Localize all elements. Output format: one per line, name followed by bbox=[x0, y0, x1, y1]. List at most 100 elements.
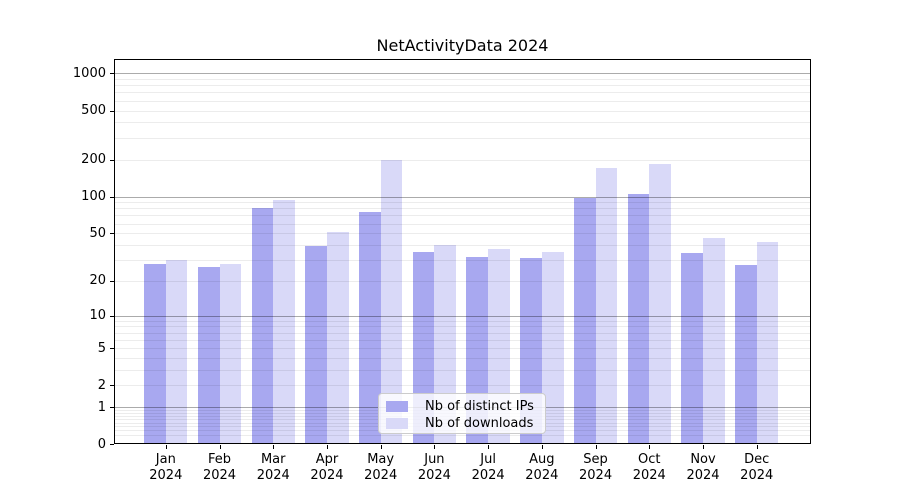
x-tick-mark bbox=[595, 445, 597, 450]
y-tick-label: 200 bbox=[81, 152, 106, 168]
minor-gridline bbox=[114, 208, 811, 210]
bar-nb-of-downloads-mar-2024 bbox=[273, 199, 295, 445]
minor-gridline bbox=[114, 348, 811, 350]
x-tick-label: Nov 2024 bbox=[686, 451, 720, 483]
bar-nb-of-distinct-ips-nov-2024 bbox=[681, 253, 703, 445]
x-tick-mark bbox=[273, 445, 275, 450]
bar-nb-of-distinct-ips-jan-2024 bbox=[144, 263, 166, 445]
y-tick-mark bbox=[110, 73, 114, 75]
legend-label: Nb of distinct IPs bbox=[425, 398, 534, 414]
y-tick-label: 5 bbox=[97, 340, 106, 356]
x-tick-mark bbox=[380, 445, 382, 450]
minor-gridline bbox=[114, 369, 811, 371]
legend-swatch-downloads bbox=[386, 417, 408, 429]
bar-nb-of-distinct-ips-may-2024 bbox=[358, 211, 381, 445]
minor-gridline bbox=[114, 244, 811, 246]
minor-gridline bbox=[114, 137, 811, 139]
bar-nb-of-downloads-aug-2024 bbox=[541, 251, 564, 445]
x-tick-mark bbox=[326, 445, 328, 450]
bar-nb-of-downloads-jan-2024 bbox=[165, 259, 188, 445]
y-tick-label: 100 bbox=[81, 189, 106, 205]
y-tick-label: 20 bbox=[89, 273, 106, 289]
y-tick-mark bbox=[110, 407, 114, 409]
x-tick-label: Feb 2024 bbox=[202, 451, 237, 483]
major-gridline bbox=[114, 73, 811, 75]
x-tick-label: Jan 2024 bbox=[149, 451, 183, 483]
legend: Nb of distinct IPs Nb of downloads bbox=[378, 393, 546, 434]
legend-item-distinct-ips: Nb of distinct IPs bbox=[379, 398, 534, 414]
bar-nb-of-distinct-ips-sep-2024 bbox=[573, 197, 596, 445]
major-gridline bbox=[114, 196, 811, 198]
minor-gridline bbox=[114, 339, 811, 341]
y-tick-label: 10 bbox=[89, 308, 106, 324]
y-tick-mark bbox=[110, 159, 114, 161]
minor-gridline bbox=[114, 326, 811, 328]
minor-gridline bbox=[114, 434, 811, 436]
bar-nb-of-downloads-sep-2024 bbox=[595, 167, 618, 445]
y-tick-mark bbox=[110, 196, 114, 198]
bar-nb-of-downloads-dec-2024 bbox=[756, 242, 779, 445]
bar-nb-of-distinct-ips-mar-2024 bbox=[251, 207, 274, 445]
y-tick-mark bbox=[110, 385, 114, 387]
minor-gridline bbox=[114, 320, 811, 322]
y-tick-label: 0 bbox=[97, 436, 106, 452]
minor-gridline bbox=[114, 122, 811, 124]
bar-nb-of-distinct-ips-dec-2024 bbox=[735, 265, 757, 445]
x-tick-label: Jun 2024 bbox=[417, 451, 451, 483]
minor-gridline bbox=[114, 159, 811, 161]
y-tick-label: 2 bbox=[97, 377, 106, 393]
bar-nb-of-downloads-may-2024 bbox=[380, 160, 403, 445]
minor-gridline bbox=[114, 223, 811, 225]
y-tick-mark bbox=[110, 444, 114, 446]
y-tick-label: 1000 bbox=[72, 65, 106, 81]
legend-item-downloads: Nb of downloads bbox=[379, 415, 533, 431]
x-tick-mark bbox=[649, 445, 651, 450]
minor-gridline bbox=[114, 79, 811, 81]
bar-nb-of-distinct-ips-oct-2024 bbox=[627, 194, 650, 445]
y-tick-mark bbox=[110, 233, 114, 235]
legend-swatch-distinct-ips bbox=[386, 400, 408, 412]
bar-nb-of-distinct-ips-apr-2024 bbox=[305, 246, 327, 445]
x-tick-label: Apr 2024 bbox=[310, 451, 344, 483]
bar-nb-of-downloads-nov-2024 bbox=[703, 237, 725, 445]
bar-nb-of-downloads-apr-2024 bbox=[326, 232, 349, 445]
minor-gridline bbox=[114, 357, 811, 359]
x-tick-mark bbox=[703, 445, 704, 450]
x-tick-mark bbox=[488, 445, 490, 450]
x-tick-label: Jul 2024 bbox=[471, 451, 505, 483]
minor-gridline bbox=[114, 85, 811, 87]
y-tick-mark bbox=[110, 110, 114, 112]
x-tick-label: Aug 2024 bbox=[525, 451, 559, 483]
minor-gridline bbox=[114, 110, 811, 112]
chart-title: NetActivityData 2024 bbox=[376, 36, 549, 55]
minor-gridline bbox=[114, 280, 811, 282]
y-tick-label: 50 bbox=[89, 225, 106, 241]
major-gridline bbox=[114, 315, 811, 317]
y-tick-label: 1 bbox=[97, 399, 106, 415]
bar-nb-of-downloads-feb-2024 bbox=[219, 263, 242, 445]
x-tick-mark bbox=[165, 445, 167, 450]
y-tick-label: 500 bbox=[81, 103, 106, 119]
x-tick-label: Mar 2024 bbox=[256, 451, 290, 483]
y-tick-mark bbox=[110, 348, 114, 350]
minor-gridline bbox=[114, 259, 811, 261]
minor-gridline bbox=[114, 100, 811, 102]
x-tick-mark bbox=[756, 445, 758, 450]
plot-area bbox=[114, 59, 811, 445]
x-tick-label: Oct 2024 bbox=[632, 451, 666, 483]
x-tick-mark bbox=[541, 445, 543, 450]
bar-nb-of-downloads-oct-2024 bbox=[649, 164, 671, 445]
x-tick-label: Dec 2024 bbox=[740, 451, 774, 483]
x-tick-mark bbox=[434, 445, 436, 450]
y-tick-mark bbox=[110, 280, 114, 282]
legend-label: Nb of downloads bbox=[425, 415, 534, 431]
y-tick-mark bbox=[110, 315, 114, 317]
x-tick-mark bbox=[219, 445, 221, 450]
minor-gridline bbox=[114, 92, 811, 94]
minor-gridline bbox=[114, 215, 811, 217]
minor-gridline bbox=[114, 332, 811, 334]
x-tick-label: May 2024 bbox=[364, 451, 398, 483]
bar-nb-of-distinct-ips-feb-2024 bbox=[197, 267, 220, 445]
minor-gridline bbox=[114, 202, 811, 204]
